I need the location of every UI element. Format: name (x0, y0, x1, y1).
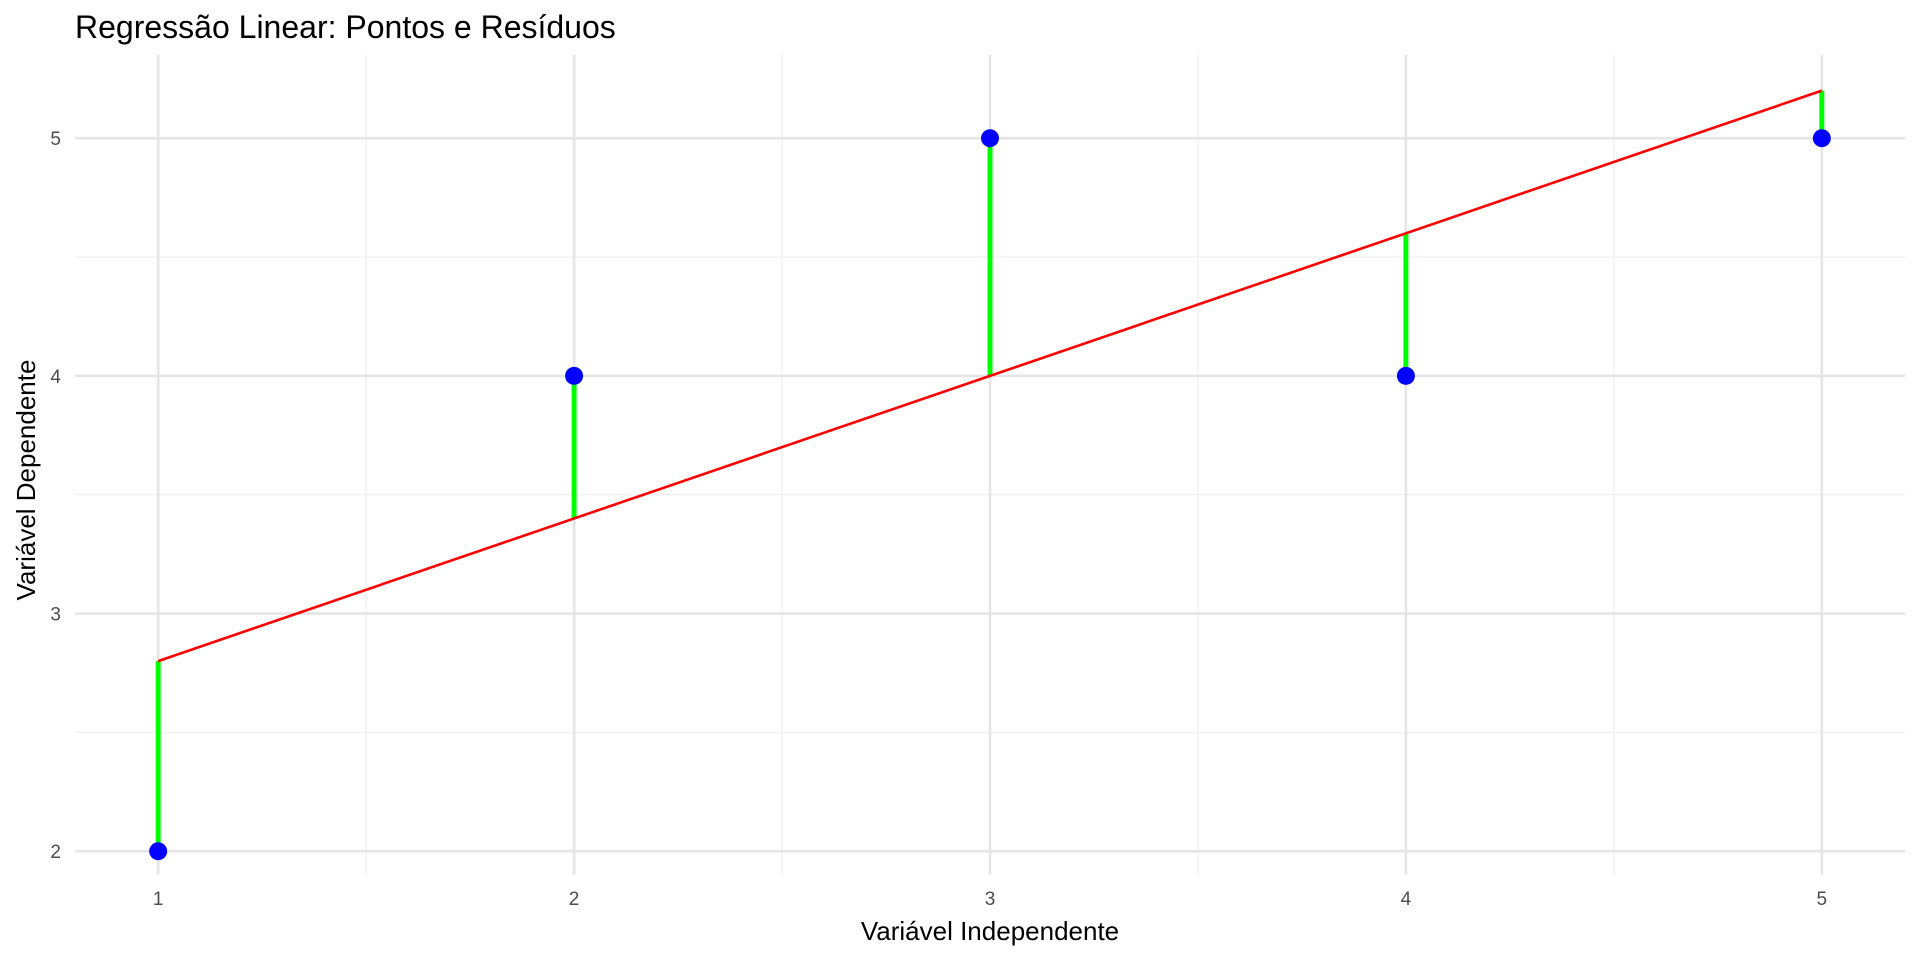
data-point (1396, 366, 1415, 385)
y-tick-label: 2 (50, 842, 61, 863)
y-tick-label: 5 (50, 129, 61, 150)
data-point (565, 366, 584, 385)
x-tick-labels: 1 2 3 4 5 (153, 889, 1827, 910)
regression-line (157, 89, 1823, 663)
data-point (149, 842, 168, 861)
y-tick-label: 3 (50, 605, 61, 626)
x-tick-label: 2 (569, 889, 580, 910)
y-tick-labels: 2 3 4 5 (50, 129, 61, 863)
x-tick-label: 1 (153, 889, 164, 910)
x-tick-label: 3 (985, 889, 996, 910)
x-tick-label: 5 (1817, 889, 1828, 910)
data-point (981, 129, 999, 148)
data-points (149, 129, 1831, 861)
chart-title: Regressão Linear: Pontos e Resíduos (75, 9, 616, 45)
y-axis-title: Variável Dependente (11, 360, 41, 601)
x-tick-label: 4 (1401, 889, 1412, 910)
y-tick-label: 4 (50, 367, 61, 388)
data-point (1812, 129, 1831, 148)
major-grid (75, 55, 1905, 875)
regression-line-group (157, 89, 1823, 663)
x-axis-title: Variável Independente (861, 916, 1119, 946)
